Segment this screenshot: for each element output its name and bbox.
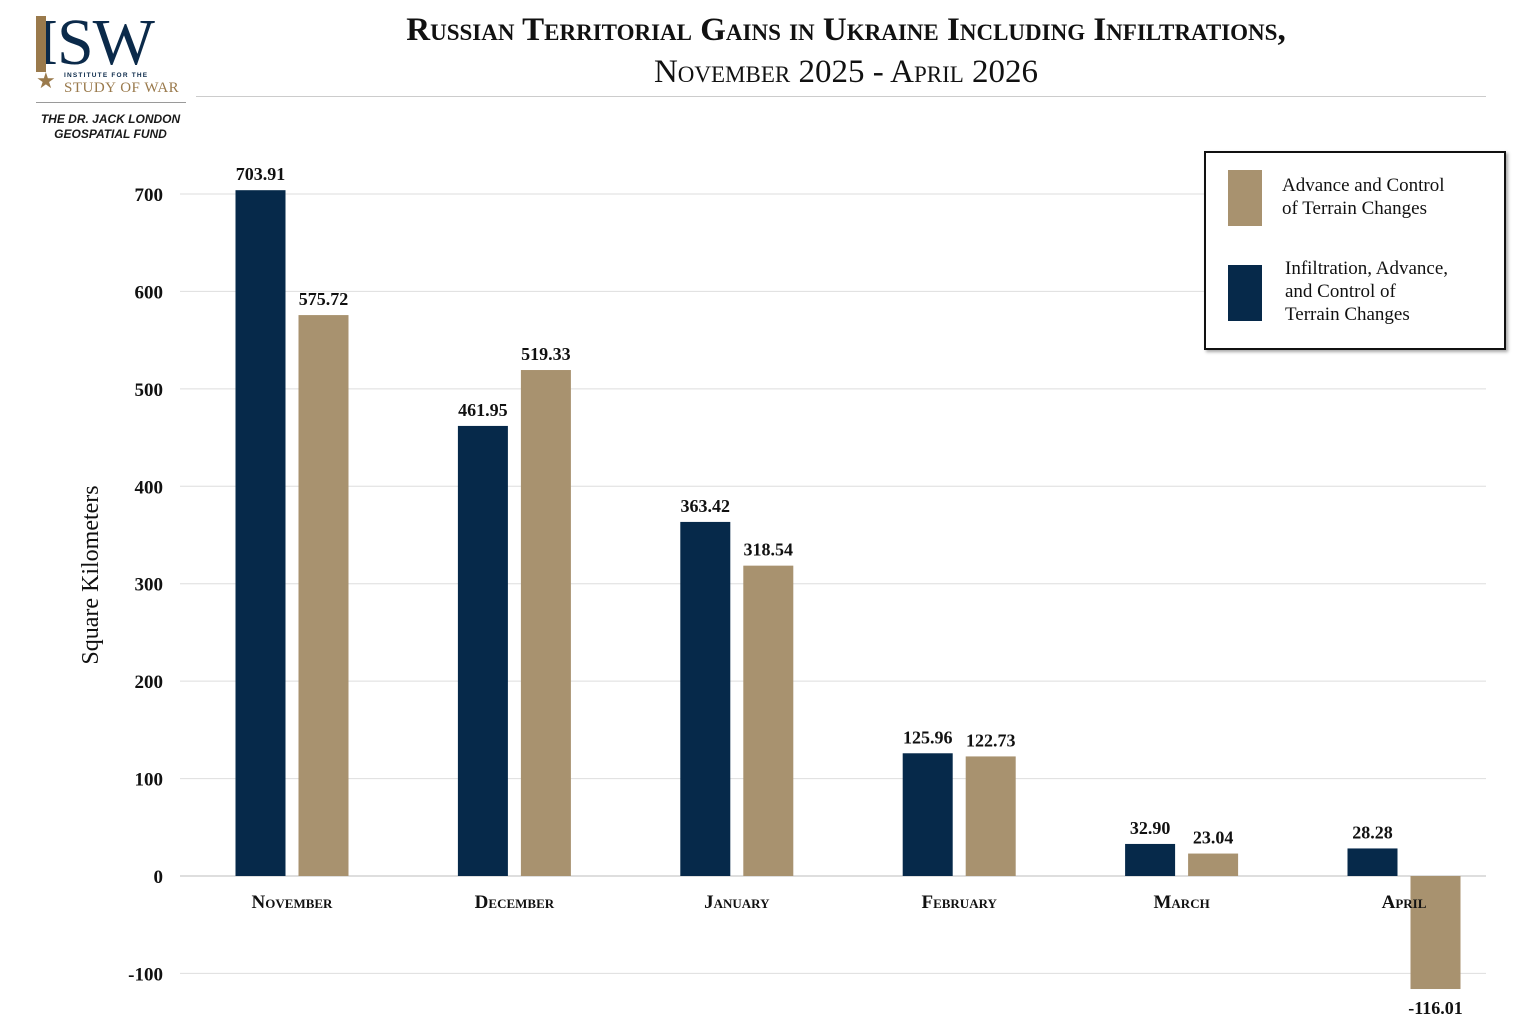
logo-divider <box>36 102 186 103</box>
star-icon: ★ <box>36 68 56 93</box>
bar <box>902 753 953 876</box>
isw-logo: ISW ★ INSTITUTE FOR THE STUDY OF WAR THE… <box>28 10 193 145</box>
fund-credit-line2: GEOSPATIAL FUND <box>54 127 167 141</box>
legend-label-advance: Advance and Control of Terrain Changes <box>1282 174 1445 220</box>
bar <box>235 190 286 876</box>
bar <box>1125 843 1176 876</box>
y-tick-label: 600 <box>135 282 164 303</box>
data-label: 461.95 <box>458 400 508 420</box>
legend-advance-line2: of Terrain Changes <box>1282 198 1427 219</box>
bar <box>965 756 1016 876</box>
y-tick-label: -100 <box>128 964 163 985</box>
y-axis-label: Square Kilometers <box>78 485 104 664</box>
y-tick-label: 300 <box>135 575 164 596</box>
bar <box>743 565 794 876</box>
y-tick-label: 500 <box>135 380 164 401</box>
chart-subtitle: November 2025 - April 2026 <box>653 54 1039 90</box>
y-tick-label: 700 <box>135 185 164 206</box>
data-label: 575.72 <box>299 289 349 309</box>
legend-swatch-advance <box>1228 170 1262 226</box>
legend-infiltration-line1: Infiltration, Advance, <box>1285 258 1449 279</box>
logo-accent-bar <box>36 16 46 72</box>
logo-sub-text: STUDY OF WAR <box>64 80 180 96</box>
x-category-label: December <box>475 892 555 913</box>
data-label: 519.33 <box>521 344 571 364</box>
fund-credit-line1: THE DR. JACK LONDON <box>40 112 181 126</box>
bar <box>680 521 731 876</box>
chart-legend: Advance and Control of Terrain Changes I… <box>1204 151 1506 350</box>
legend-swatch-infiltration <box>1228 265 1262 321</box>
bar <box>457 425 508 876</box>
data-label: -116.01 <box>1408 998 1463 1018</box>
x-category-label: April <box>1382 892 1427 913</box>
y-tick-label: 100 <box>135 770 164 791</box>
title-divider <box>196 96 1486 97</box>
legend-label-infiltration: Infiltration, Advance, and Control of Te… <box>1285 257 1448 326</box>
x-category-label: November <box>252 892 334 913</box>
data-label: 23.04 <box>1193 828 1234 848</box>
legend-infiltration-line2: and Control of <box>1285 281 1396 302</box>
data-label: 28.28 <box>1352 822 1393 842</box>
data-label: 318.54 <box>744 540 794 560</box>
bar <box>298 315 349 876</box>
logo-small-text: INSTITUTE FOR THE <box>64 72 149 79</box>
data-label: 703.91 <box>236 164 286 184</box>
legend-infiltration-line3: Terrain Changes <box>1285 304 1410 325</box>
data-label: 122.73 <box>966 730 1016 750</box>
x-category-label: January <box>704 892 770 913</box>
data-label: 32.90 <box>1130 818 1171 838</box>
bar <box>1347 848 1398 876</box>
y-tick-label: 0 <box>154 867 164 888</box>
fund-credit: THE DR. JACK LONDON GEOSPATIAL FUND <box>28 112 193 142</box>
bar <box>520 370 571 876</box>
x-category-label: February <box>921 892 997 913</box>
logo-letters: ISW <box>36 6 155 79</box>
legend-advance-line1: Advance and Control <box>1282 175 1445 196</box>
data-label: 125.96 <box>903 727 953 747</box>
bar <box>1410 876 1461 990</box>
chart-title: Russian Territorial Gains in Ukraine Inc… <box>406 12 1286 48</box>
y-tick-label: 200 <box>135 672 164 693</box>
data-label: 363.42 <box>681 496 731 516</box>
x-category-label: March <box>1153 892 1209 913</box>
bar <box>1188 853 1239 876</box>
y-tick-label: 400 <box>135 477 164 498</box>
